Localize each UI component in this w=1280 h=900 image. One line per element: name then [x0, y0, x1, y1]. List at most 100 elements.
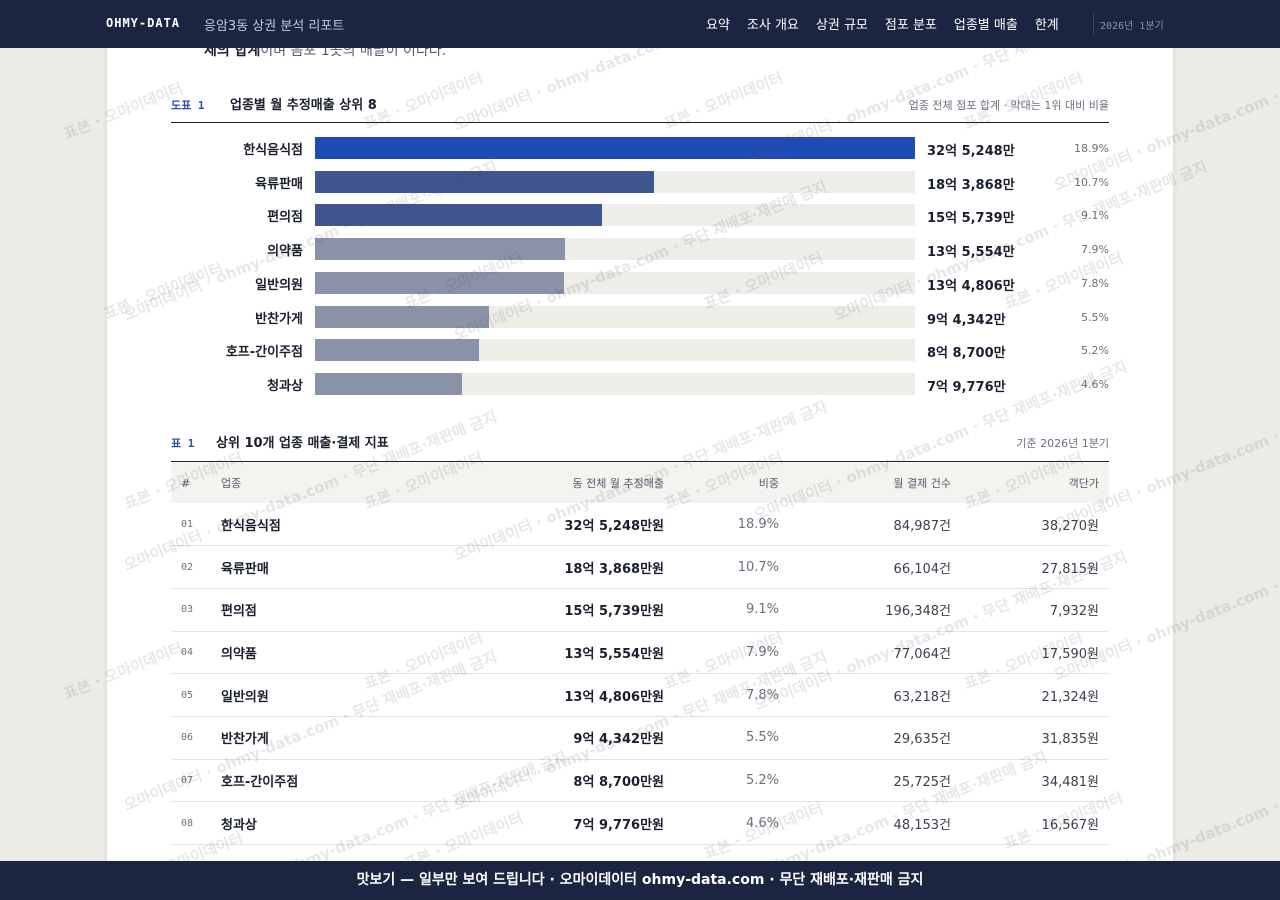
bar-value-label: 7억 9,776만	[927, 379, 1006, 395]
bar-label: 일반의원	[255, 277, 303, 293]
brand-logo[interactable]: OHMY-DATA	[106, 16, 181, 30]
preview-footer: 맛보기 — 일부만 보여 드립니다 · 오마이데이터 ohmy-data.com…	[0, 861, 1280, 900]
bar-row: 일반의원 13억 4,806만 7.8%	[171, 271, 1109, 294]
nav-summary[interactable]: 요약	[706, 18, 730, 33]
row-sales: 32억 5,248만원	[404, 503, 674, 547]
row-index: 01	[171, 503, 211, 547]
bar-label: 편의점	[267, 210, 303, 226]
bar-track	[315, 339, 915, 362]
bar-share-label: 10.7%	[1074, 175, 1109, 189]
row-share: 7.8%	[674, 673, 789, 717]
bar-row: 육류판매 18억 3,868만 10.7%	[171, 170, 1109, 193]
bar	[315, 305, 490, 328]
bar-track	[315, 238, 915, 261]
report-page: 제의 합계이며 음포 1곳의 매달이 이다다. 도표 1 업종별 월 추정매출 …	[107, 0, 1173, 900]
table-row: 07 호프-간이주점 8억 8,700만원 5.2% 25,725건 34,481원	[171, 759, 1109, 803]
col-sales: 동 전체 월 추정매출	[404, 463, 674, 503]
bar-label: 반찬가게	[255, 311, 303, 327]
row-avg-ticket: 21,324원	[961, 673, 1109, 717]
row-sales: 13억 4,806만원	[404, 673, 674, 717]
row-avg-ticket: 7,932원	[961, 588, 1109, 632]
bar-value-label: 8억 8,700만	[927, 346, 1006, 362]
row-industry: 일반의원	[211, 673, 404, 717]
row-share: 4.6%	[674, 801, 789, 845]
bar-track	[315, 204, 915, 227]
row-transactions: 25,725건	[789, 759, 961, 803]
bar-track	[315, 271, 915, 294]
bar-share-label: 4.6%	[1081, 377, 1109, 391]
bar	[315, 204, 603, 227]
nav-limitations[interactable]: 한계	[1034, 18, 1059, 33]
row-avg-ticket: 34,481원	[961, 759, 1109, 803]
bar-label: 청과상	[267, 378, 303, 394]
col-avg-ticket: 객단가	[961, 463, 1109, 503]
row-sales: 9억 4,342만원	[404, 716, 674, 760]
table-note: 기준 2026년 1분기	[1016, 437, 1109, 450]
row-industry: 육류판매	[211, 545, 404, 589]
table-row: 06 반찬가게 9억 4,342만원 5.5% 29,635건 31,835원	[171, 716, 1109, 760]
bar-row: 반찬가게 9억 4,342만 5.5%	[171, 305, 1109, 328]
row-avg-ticket: 31,835원	[961, 716, 1109, 760]
row-transactions: 84,987건	[789, 503, 961, 547]
top-navbar: OHMY-DATA 응암3동 상권 분석 리포트 요약 조사 개요 상권 규모 …	[0, 0, 1280, 48]
figure-rule	[171, 122, 1109, 123]
bar	[315, 271, 564, 294]
bar-track	[315, 372, 915, 395]
bar-track	[315, 170, 915, 193]
bar-label: 의약품	[267, 244, 303, 260]
row-transactions: 196,348건	[789, 588, 961, 632]
row-avg-ticket: 38,270원	[961, 503, 1109, 547]
row-index: 06	[171, 716, 211, 760]
row-avg-ticket: 27,815원	[961, 545, 1109, 589]
top-industries-table: # 업종 동 전체 월 추정매출 비중 월 결제 건수 객단가 01 한식음식점 3…	[171, 463, 1109, 845]
row-index: 08	[171, 801, 211, 845]
row-share: 5.2%	[674, 759, 789, 803]
bar-value-label: 13억 4,806만	[927, 278, 1015, 294]
bar-share-label: 5.2%	[1081, 344, 1109, 358]
bar	[315, 170, 655, 193]
figure-title: 업종별 월 추정매출 상위 8	[230, 98, 377, 113]
row-industry: 의약품	[211, 631, 404, 675]
row-sales: 7억 9,776만원	[404, 801, 674, 845]
figure-number: 도표 1	[171, 99, 205, 112]
bar-value-label: 18억 3,868만	[927, 177, 1015, 193]
nav-store-distribution[interactable]: 점포 분포	[884, 18, 937, 33]
bar-track	[315, 137, 915, 159]
bar	[315, 339, 479, 362]
bar-row: 한식음식점 32억 5,248만 18.9%	[171, 137, 1109, 159]
table-rule	[171, 461, 1109, 462]
table-number: 표 1	[171, 437, 195, 450]
nav-market-size[interactable]: 상권 규모	[815, 18, 868, 33]
row-share: 7.9%	[674, 631, 789, 675]
row-sales: 13억 5,554만원	[404, 631, 674, 675]
nav-divider	[1093, 14, 1094, 34]
row-share: 18.9%	[674, 503, 789, 547]
table-title: 상위 10개 업종 매출·결제 지표	[216, 436, 389, 451]
row-avg-ticket: 16,567원	[961, 801, 1109, 845]
col-share: 비중	[674, 463, 789, 503]
bar-value-label: 9억 4,342만	[927, 312, 1006, 328]
bar-track	[315, 305, 915, 328]
row-index: 04	[171, 631, 211, 675]
figure-note: 업종 전체 점포 합계 · 막대는 1위 대비 비율	[908, 99, 1109, 112]
bar-share-label: 18.9%	[1074, 142, 1109, 155]
bar-label: 호프-간이주점	[225, 345, 303, 361]
table-row: 04 의약품 13억 5,554만원 7.9% 77,064건 17,590원	[171, 631, 1109, 675]
bar-value-label: 15억 5,739만	[927, 211, 1015, 227]
row-industry: 청과상	[211, 801, 404, 845]
row-index: 07	[171, 759, 211, 803]
table-head-row: # 업종 동 전체 월 추정매출 비중 월 결제 건수 객단가	[171, 463, 1109, 503]
nav-survey-overview[interactable]: 조사 개요	[746, 18, 799, 33]
bar	[315, 372, 463, 395]
bar-value-label: 13억 5,554만	[927, 245, 1015, 261]
row-industry: 호프-간이주점	[211, 759, 404, 803]
row-index: 05	[171, 673, 211, 717]
table-header: 표 1 상위 10개 업종 매출·결제 지표 기준 2026년 1분기	[171, 431, 1109, 455]
row-sales: 8억 8,700만원	[404, 759, 674, 803]
bar-row: 의약품 13억 5,554만 7.9%	[171, 238, 1109, 261]
row-industry: 반찬가게	[211, 716, 404, 760]
table-row: 05 일반의원 13억 4,806만원 7.8% 63,218건 21,324원	[171, 673, 1109, 717]
bar-share-label: 5.5%	[1081, 310, 1109, 324]
col-industry: 업종	[211, 463, 404, 503]
nav-sales-by-industry[interactable]: 업종별 매출	[953, 18, 1018, 33]
